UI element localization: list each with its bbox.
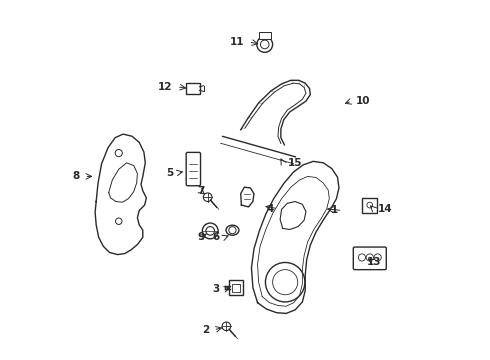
Text: 7: 7 [197, 186, 205, 197]
Text: 9: 9 [197, 232, 205, 242]
Text: 12: 12 [158, 82, 172, 92]
FancyBboxPatch shape [186, 83, 200, 94]
Text: 6: 6 [213, 232, 220, 242]
Text: 4: 4 [266, 204, 274, 214]
Text: 2: 2 [202, 325, 209, 335]
FancyBboxPatch shape [259, 32, 271, 39]
FancyBboxPatch shape [186, 152, 200, 186]
Text: 11: 11 [230, 37, 245, 47]
Text: 15: 15 [287, 158, 302, 168]
FancyBboxPatch shape [229, 280, 243, 295]
Text: 8: 8 [73, 171, 80, 181]
Text: 3: 3 [213, 284, 220, 294]
Text: 5: 5 [166, 168, 173, 178]
FancyBboxPatch shape [362, 198, 377, 213]
Text: 1: 1 [331, 206, 338, 216]
Text: 10: 10 [356, 96, 370, 106]
FancyBboxPatch shape [232, 284, 240, 292]
Ellipse shape [226, 225, 239, 235]
Text: 13: 13 [367, 257, 381, 267]
FancyBboxPatch shape [353, 247, 386, 270]
Text: 14: 14 [378, 204, 392, 214]
